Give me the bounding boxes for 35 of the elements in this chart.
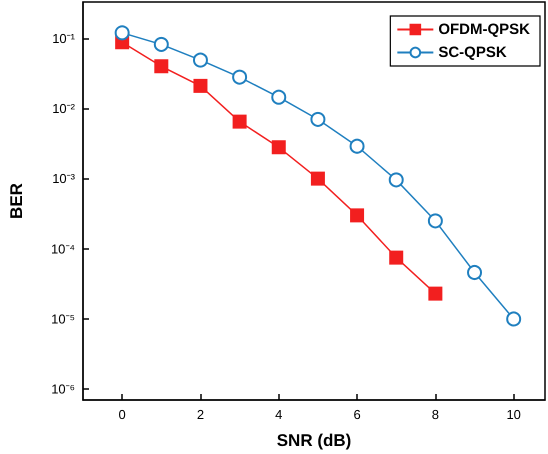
point [506, 311, 522, 326]
point [350, 138, 365, 154]
point [428, 213, 443, 228]
point [310, 112, 326, 127]
point [388, 172, 404, 188]
x-tick-label: 4 [275, 407, 282, 422]
point [154, 59, 168, 74]
point [350, 208, 364, 222]
x-tick-label: 6 [353, 407, 361, 422]
point [389, 250, 404, 265]
point [193, 78, 208, 93]
point [114, 25, 130, 40]
x-tick-label: 10 [506, 407, 521, 422]
point [232, 114, 247, 129]
y-tick-label: 10⁻⁶ [51, 382, 75, 397]
y-tick-label: 10⁻³ [52, 171, 76, 186]
legend-label: OFDM-QPSK [438, 21, 530, 38]
y-axis-title: BER [7, 183, 26, 219]
x-tick-label: 8 [432, 407, 439, 422]
point [467, 264, 482, 280]
x-tick-label: 0 [118, 407, 126, 422]
point [272, 140, 286, 154]
y-tick-label: 10⁻¹ [52, 30, 76, 46]
point [428, 286, 442, 301]
point [310, 172, 325, 186]
x-axis-title: SNR (dB) [276, 431, 352, 450]
legend-label: SC-QPSK [438, 44, 507, 61]
point [192, 52, 208, 68]
y-tick-label: 10⁻² [52, 101, 76, 116]
x-tick-label: 2 [196, 407, 204, 422]
point [271, 90, 286, 105]
y-tick-label: 10⁻⁴ [50, 241, 75, 256]
y-tick-label: 10⁻⁵ [51, 311, 75, 326]
point [232, 70, 248, 85]
point [154, 36, 169, 52]
